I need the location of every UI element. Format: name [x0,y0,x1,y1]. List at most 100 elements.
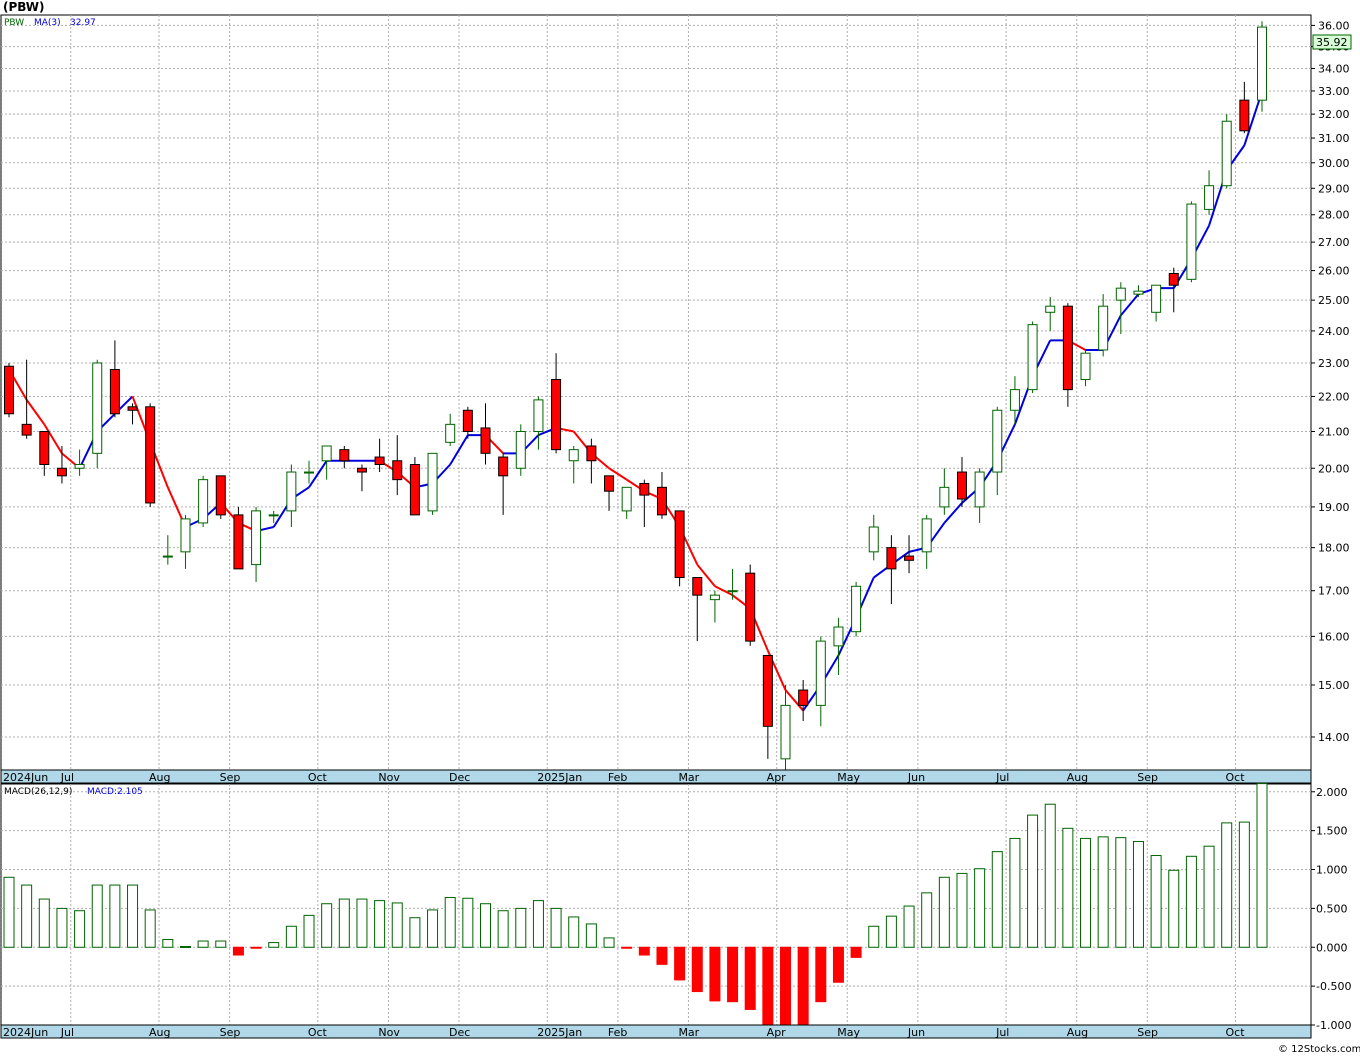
macd-bar [374,900,386,948]
candle [180,514,191,569]
macd-bar [321,903,333,948]
candle-body [780,704,791,760]
candle [1045,297,1056,331]
candle-body [745,572,756,642]
macd-bar [903,905,915,948]
candle [833,617,844,676]
candle [515,424,526,476]
candle [4,362,14,418]
candle [480,403,491,465]
macd-x-axis: 2024Jun Jul Aug Sep Oct Nov Dec 2025Jan Feb Mar Ap… [3,1026,1245,1039]
macd-bar [74,910,86,948]
candle-body [462,409,473,432]
macd-bar [144,909,156,948]
candle [1115,282,1126,335]
macd-bar [1168,869,1180,948]
macd-y-axis: -1.000 -0.500 0.000 0.500 1.000 1.500 2.000 [1311,786,1351,1032]
macd-bar [780,946,792,1034]
macd-bar [832,946,844,983]
candle [127,403,138,425]
price-grid [0,15,1311,770]
macd-bar [727,946,739,1003]
candle-body [145,406,156,504]
candle [533,396,544,450]
candle [92,359,103,469]
macd-x-axis-band [0,1024,1312,1039]
macd-bar [868,925,880,948]
candle-body [956,471,967,500]
last-price-box [1312,34,1352,50]
macd-x-tick-label: Jul [995,1026,1009,1039]
price-x-axis: 2024Jun Jul Aug Sep Oct Nov Dec 2025Jan Feb Mar Ap… [3,771,1245,784]
candle [639,479,650,528]
candle-body [374,456,385,466]
price-y-tick-label: 20.00 [1318,462,1350,475]
macd-y-tick-label: 0.500 [1316,902,1348,915]
macd-x-tick-label: 2024Jun [3,1026,48,1039]
candle [286,464,297,528]
candle [268,510,279,523]
macd-bar [532,900,544,948]
macd-bar [762,946,774,1028]
macd-bar [603,937,615,948]
macd-x-tick-label: Jul [60,1026,74,1039]
candle [956,457,967,507]
candle [1186,201,1197,283]
candle-body [692,577,703,596]
candle [321,445,332,480]
macd-bar [197,940,209,948]
candle-body [321,445,332,462]
macd-bar [356,898,368,948]
candle [1204,170,1215,215]
macd-x-tick-label: Aug [149,1026,170,1039]
candle-body [445,423,456,443]
macd-bar [409,917,421,948]
macd-bar [285,925,297,948]
candle [74,449,85,476]
price-x-tick-label: Jul [60,771,74,784]
candle [304,460,315,484]
macd-y-tick-label: -1.000 [1316,1019,1351,1032]
macd-bar [1062,827,1074,948]
macd-bar [21,884,33,948]
macd-x-tick-label: Dec [449,1026,470,1039]
candles [4,21,1267,776]
candle [462,406,473,439]
candle [109,340,120,418]
price-x-tick-label: May [837,771,860,784]
price-x-tick-label: Nov [378,771,400,784]
candle [886,535,897,605]
candle-body [533,399,544,432]
candle [392,435,403,496]
price-x-tick-label: Apr [767,771,787,784]
candle [780,685,791,776]
candle [21,359,32,439]
candle-body [674,510,685,579]
candle [745,564,756,646]
candle-body [251,510,262,566]
candle-body [480,427,491,454]
macd-bar [462,897,474,948]
macd-bar [585,923,597,948]
macd-bar [56,907,68,948]
candle-body [815,640,826,706]
macd-bar [1080,837,1092,948]
candle-body [268,514,279,517]
candle-body [109,369,120,415]
macd-x-tick-label: May [837,1026,860,1039]
price-y-tick-label: 36.00 [1318,19,1350,32]
macd-bar [1132,841,1144,948]
price-x-tick-label: Oct [1226,771,1246,784]
candle-body [639,482,650,496]
price-x-tick-label: Jul [995,771,1009,784]
macd-bar [515,907,527,948]
candle-body [392,460,403,481]
price-y-tick-label: 32.00 [1318,108,1350,121]
candle [568,445,579,484]
candle-body [904,555,915,561]
macd-panel [0,783,1312,1026]
macd-bar [1238,821,1250,948]
candle-body [233,514,244,570]
price-y-tick-label: 31.00 [1318,132,1350,145]
candle-body [1151,284,1162,313]
